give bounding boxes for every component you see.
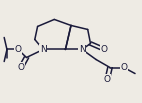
Text: O: O	[104, 75, 111, 84]
Text: N: N	[79, 45, 85, 54]
Text: O: O	[17, 63, 24, 72]
Text: O: O	[15, 45, 22, 54]
Text: O: O	[120, 63, 127, 72]
Text: N: N	[40, 45, 47, 54]
Text: O: O	[101, 45, 108, 54]
